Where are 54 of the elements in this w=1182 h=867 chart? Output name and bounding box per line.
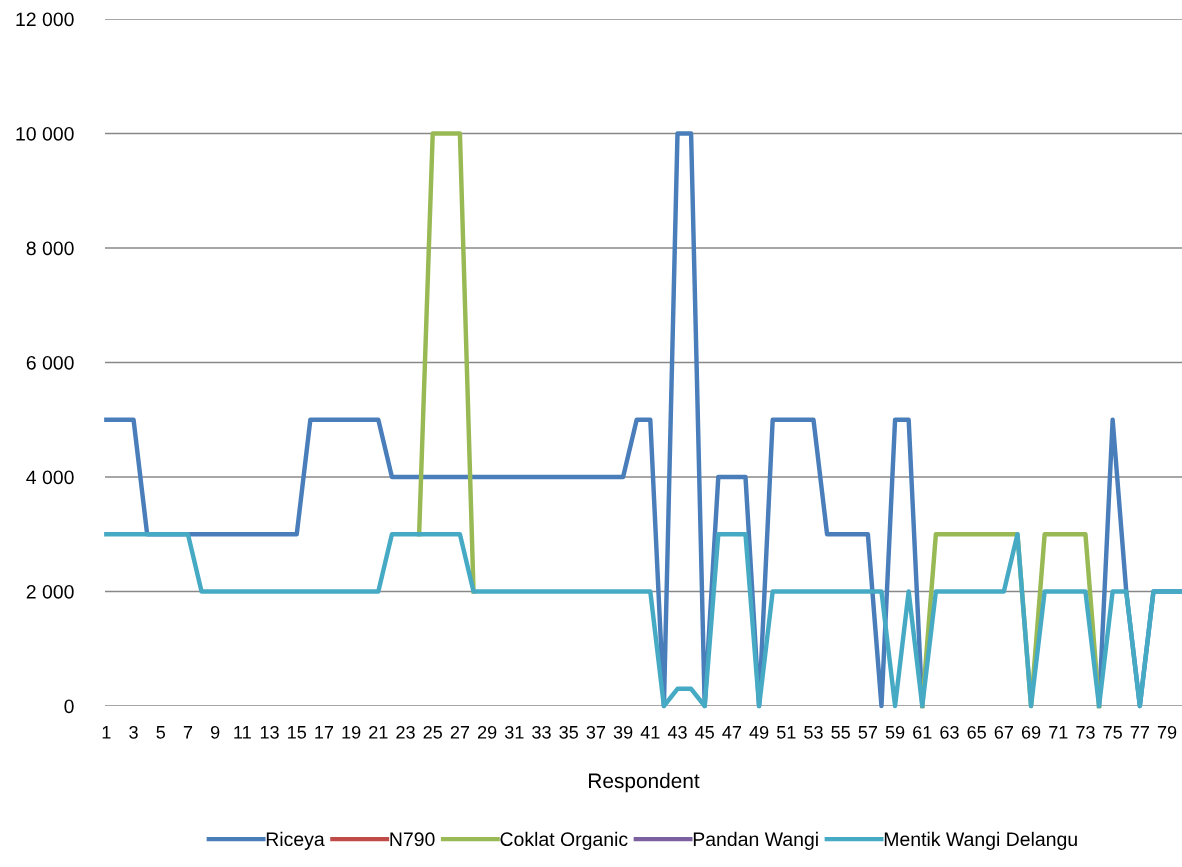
x-tick-label: 79 bbox=[1157, 725, 1177, 739]
x-tick-label: 17 bbox=[315, 726, 334, 739]
y-tick-label: 2 000 bbox=[26, 584, 74, 599]
legend-label: Riceya bbox=[266, 831, 325, 850]
x-tick-label: 71 bbox=[1049, 726, 1068, 739]
x-tick-label: 19 bbox=[342, 725, 361, 739]
x-tick-label: 43 bbox=[667, 725, 687, 739]
x-tick-label: 61 bbox=[913, 725, 932, 739]
x-tick-label: 1 bbox=[102, 726, 111, 739]
x-tick-label: 49 bbox=[749, 725, 769, 739]
x-tick-label: 51 bbox=[776, 726, 796, 739]
x-tick-label: 37 bbox=[586, 725, 606, 739]
y-tick-label: 4 000 bbox=[26, 470, 74, 485]
x-tick-label: 77 bbox=[1130, 726, 1149, 739]
x-tick-label: 47 bbox=[722, 726, 742, 739]
x-tick-label: 9 bbox=[210, 725, 220, 739]
x-tick-label: 35 bbox=[559, 725, 578, 739]
x-tick-label: 75 bbox=[1103, 726, 1122, 739]
x-tick-label: 63 bbox=[940, 725, 959, 739]
x-tick-label: 3 bbox=[129, 725, 138, 739]
x-tick-label: 21 bbox=[369, 725, 388, 739]
x-tick-label: 7 bbox=[183, 726, 193, 739]
x-tick-label: 69 bbox=[1021, 725, 1041, 739]
legend-label: Coklat Organic bbox=[500, 831, 628, 850]
x-tick-label: 33 bbox=[532, 725, 551, 739]
x-tick-label: 55 bbox=[831, 726, 850, 739]
y-tick-label: 12 000 bbox=[16, 12, 74, 27]
legend-label: Pandan Wangi bbox=[693, 831, 818, 850]
x-tick-label: 27 bbox=[450, 725, 470, 739]
x-tick-label: 45 bbox=[695, 726, 714, 739]
legend-label: Mentik Wangi Delangu bbox=[884, 831, 1077, 850]
x-tick-label: 39 bbox=[613, 725, 633, 739]
x-tick-label: 15 bbox=[288, 726, 307, 739]
x-tick-label: 73 bbox=[1076, 725, 1095, 739]
x-tick-label: 41 bbox=[640, 726, 660, 739]
x-tick-label: 31 bbox=[504, 725, 524, 739]
legend-label: N790 bbox=[390, 832, 435, 847]
x-tick-label: 23 bbox=[396, 725, 415, 739]
x-tick-label: 67 bbox=[994, 725, 1013, 739]
x-tick-label: 53 bbox=[804, 725, 823, 739]
y-tick-label: 10 000 bbox=[16, 126, 74, 141]
line-series bbox=[104, 532, 1182, 709]
x-tick-label: 29 bbox=[477, 725, 497, 739]
x-tick-label: 5 bbox=[156, 726, 166, 739]
x-axis-title: Respondent bbox=[589, 772, 700, 793]
x-tick-label: 59 bbox=[885, 725, 905, 739]
x-tick-label: 25 bbox=[423, 725, 443, 739]
y-tick-label: 6 000 bbox=[26, 355, 74, 370]
y-tick-label: 8 000 bbox=[26, 241, 74, 256]
x-tick-label: 65 bbox=[967, 725, 986, 739]
y-tick-label: 0 bbox=[64, 699, 74, 714]
x-tick-label: 57 bbox=[858, 726, 878, 739]
x-tick-label: 13 bbox=[260, 725, 279, 739]
x-tick-label: 11 bbox=[234, 726, 251, 739]
